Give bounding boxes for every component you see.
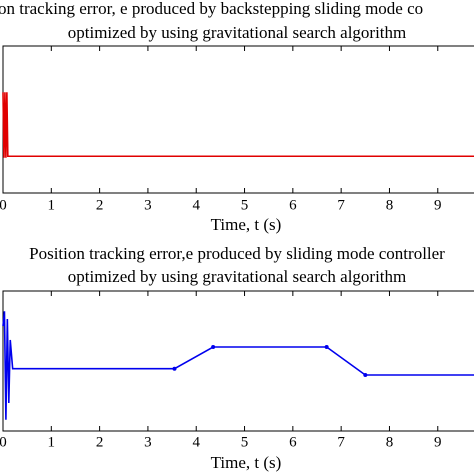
x-tick-label: 3 — [144, 197, 152, 213]
x-tick-label: 9 — [434, 197, 442, 213]
x-tick-label: 0 — [0, 434, 7, 450]
x-tick-label: 5 — [241, 197, 249, 213]
x-tick-label: 4 — [192, 434, 200, 450]
x-tick-label: 6 — [289, 197, 297, 213]
x-tick-label: 6 — [289, 434, 297, 450]
axes-frame — [2, 290, 474, 432]
chart-subtitle: optimized by using gravitational search … — [68, 23, 407, 42]
x-axis-label: Time, t (s) — [211, 453, 282, 472]
chart-title: Position tracking error,e produced by sl… — [29, 244, 445, 263]
x-tick-label: 2 — [96, 434, 104, 450]
x-tick-label: 7 — [337, 434, 345, 450]
line-series — [2, 92, 474, 158]
x-tick-label: 8 — [386, 197, 394, 213]
point — [324, 345, 329, 349]
x-tick-label: 1 — [48, 434, 56, 450]
chart-subtitle: optimized by using gravitational search … — [68, 267, 407, 286]
axes-frame — [2, 45, 474, 194]
x-tick-label: 9 — [434, 434, 442, 450]
point — [363, 373, 368, 377]
x-tick-label: 0 — [0, 197, 7, 213]
x-tick-label: 7 — [337, 197, 345, 213]
x-tick-label: 2 — [96, 197, 104, 213]
x-tick-label: 5 — [241, 434, 249, 450]
x-tick-label: 3 — [144, 434, 152, 450]
x-tick-label: 1 — [48, 197, 56, 213]
x-tick-label: 8 — [386, 434, 394, 450]
point — [211, 345, 216, 349]
x-axis-label: Time, t (s) — [211, 215, 282, 234]
line-series — [2, 311, 474, 420]
x-tick-label: 4 — [192, 197, 200, 213]
point — [172, 366, 177, 371]
chart-title: on tracking error, e produced by backste… — [0, 0, 423, 18]
